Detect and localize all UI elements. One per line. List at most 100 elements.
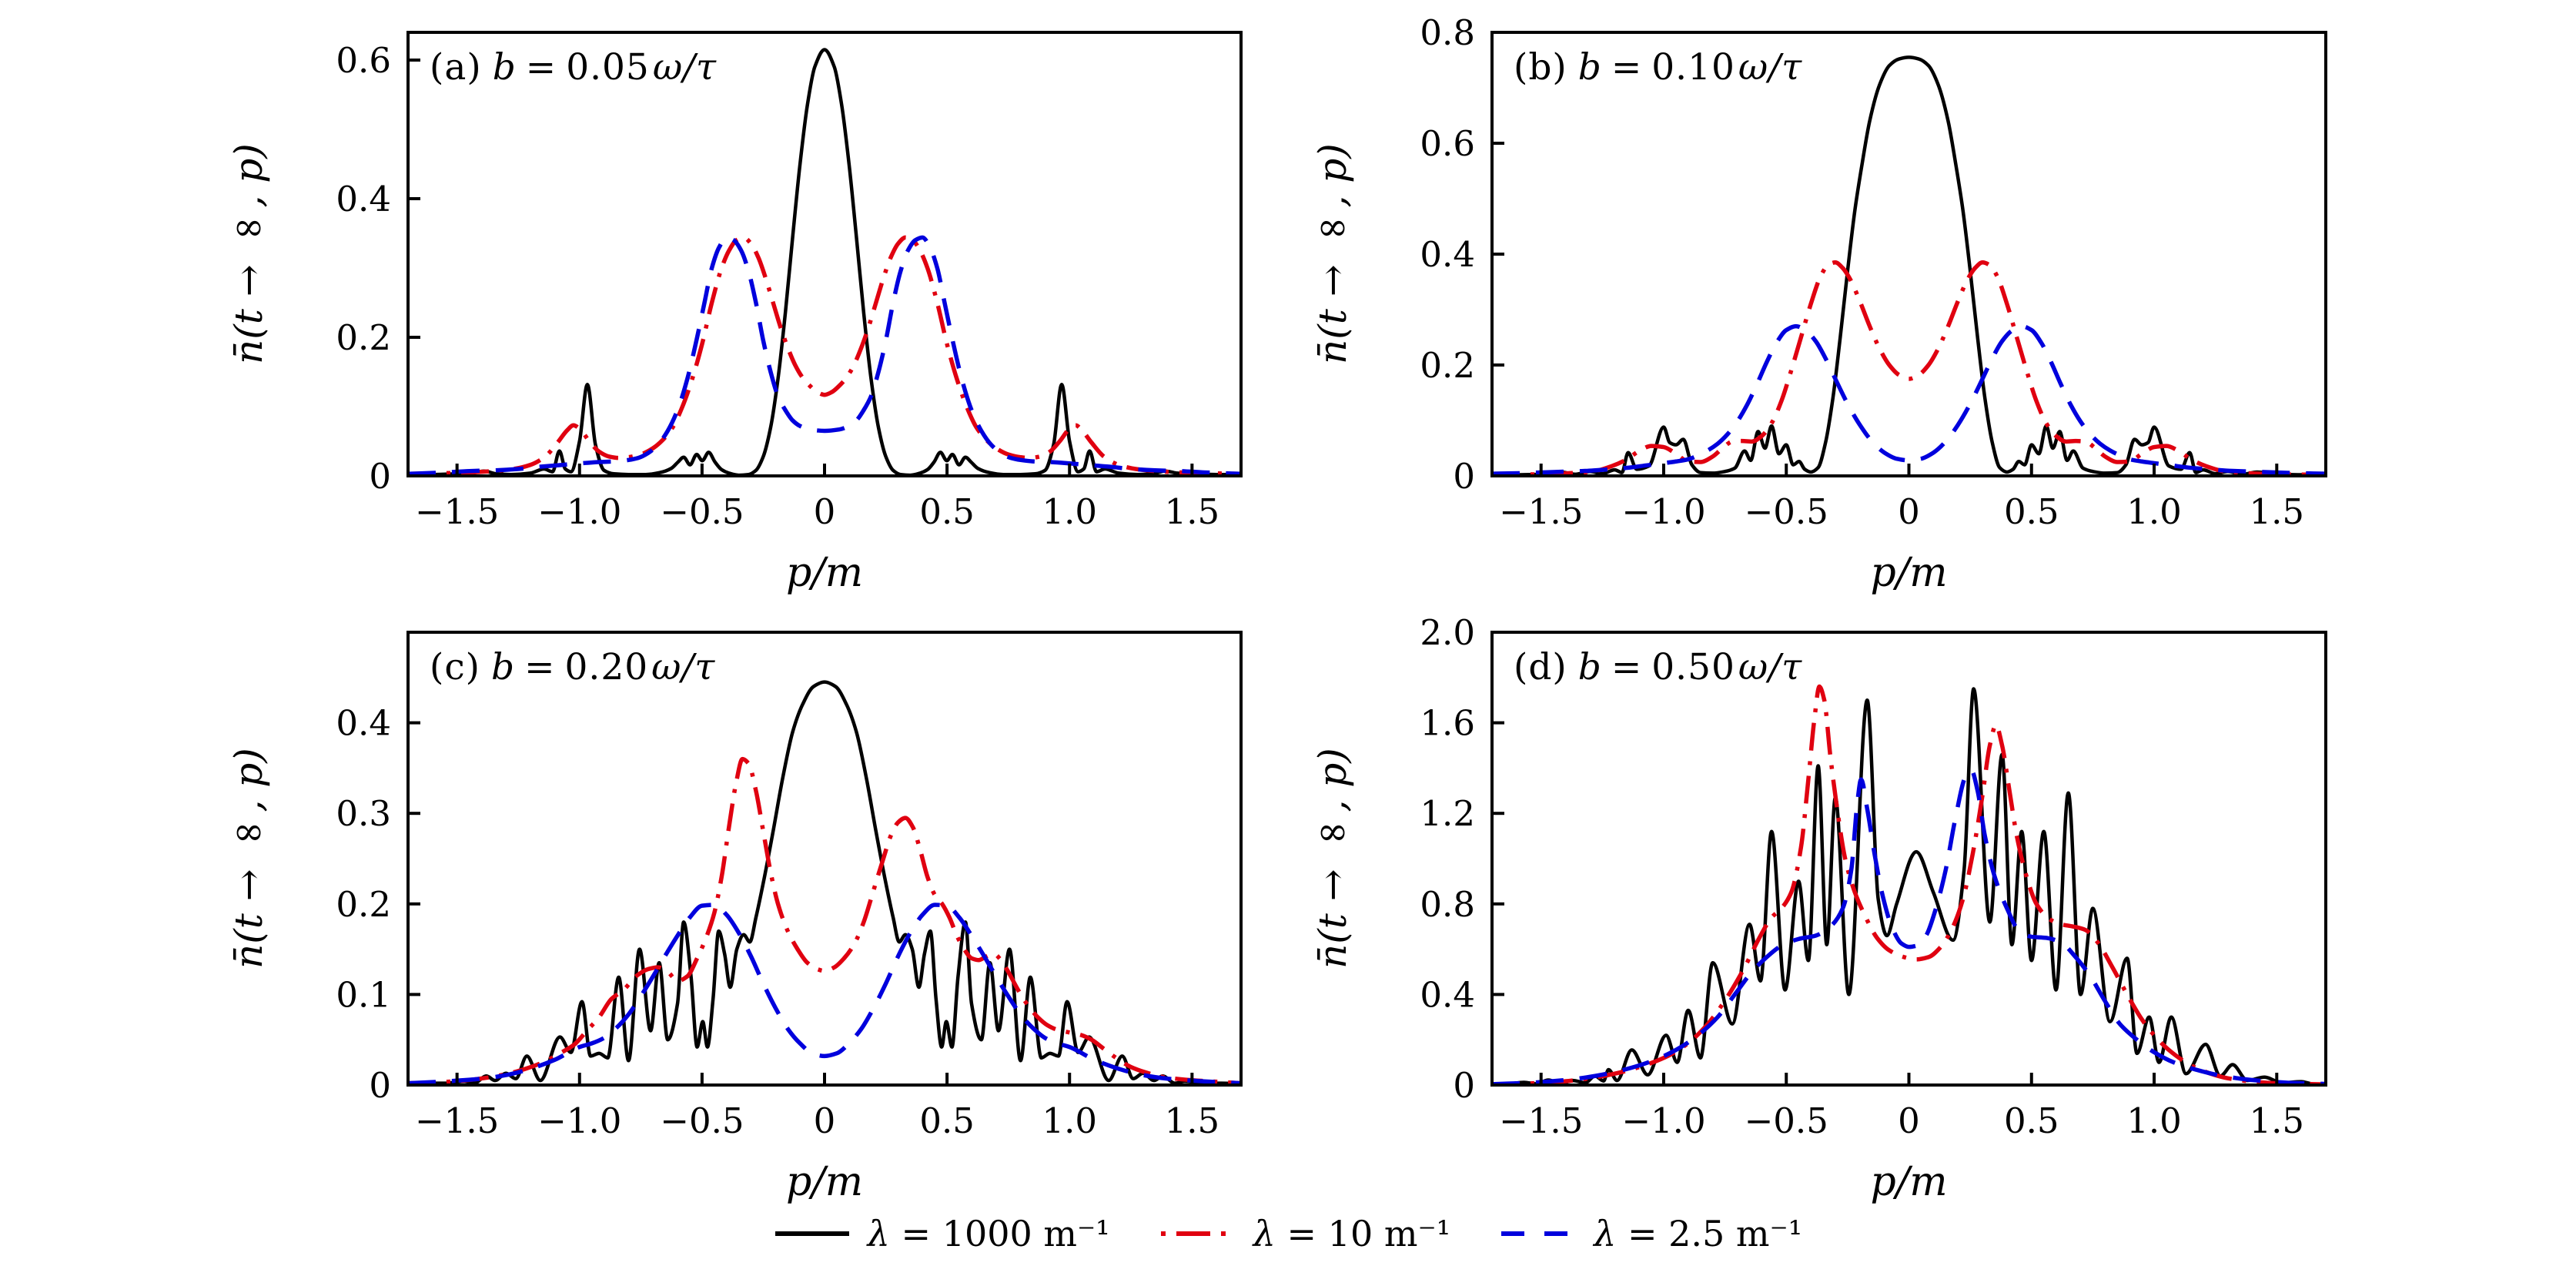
panel-c-series-lambda-2.5 (408, 903, 1241, 1085)
legend-line-sample (1160, 1231, 1235, 1236)
panel-c-eq: = (524, 646, 556, 688)
panel-c-xtick-label: 1.0 (1042, 1100, 1097, 1141)
panel-c: −1.5 −1.0 −0.5 0 0.5 1.0 1.5 0 0.1 0.2 0.3 0.4 (336, 631, 1243, 1141)
panel-b-ytick-label: 0 (1453, 456, 1475, 497)
panel-c-ytick-label: 0.4 (336, 703, 391, 744)
panel-a-var: b (492, 46, 517, 89)
panel-a-eq: = (525, 46, 557, 89)
panel-b-ytick-label: 0.6 (1420, 123, 1475, 164)
panel-c-xtick-label: 0 (814, 1100, 836, 1141)
panel-c-tag: (c) (430, 646, 480, 688)
panel-d-ytick-label: 0.4 (1420, 974, 1475, 1015)
panel-d-curves (1492, 684, 2326, 1085)
panel-b-ytick-label: 0.8 (1420, 12, 1475, 53)
panel-a: −1.5 −1.0 −0.5 0 0.5 1.0 1.5 0 0.2 0.4 0.6 (336, 31, 1243, 532)
legend-line-sample (774, 1231, 849, 1236)
panel-d-xlabel: p/m (1870, 1159, 1948, 1205)
panel-d-ytick-label: 2.0 (1420, 612, 1475, 653)
legend: λ = 1000 m⁻¹ λ = 10 m⁻¹ λ = 2.5 m⁻¹ (0, 1201, 2576, 1266)
panel-d-xtick-label: 1.0 (2126, 1100, 2182, 1141)
panel-d-xtick-label: −1.0 (1621, 1100, 1705, 1141)
panel-b-xtick-label: 0.5 (2004, 491, 2059, 532)
panel-d-series-lambda-2.5 (1492, 768, 2326, 1085)
panel-c-xtick-label: −1.0 (537, 1100, 621, 1141)
panel-c-xtick-label: 1.5 (1165, 1100, 1220, 1141)
panel-b: −1.5 −1.0 −0.5 0 0.5 1.0 1.5 0 0.2 0.4 0.6 0.8 (1420, 12, 2327, 532)
panel-b-var: b (1577, 46, 1602, 89)
panel-d-eq: = (1611, 646, 1643, 688)
panel-c-series-lambda-10 (408, 756, 1241, 1085)
panel-b-spines (1490, 31, 2327, 477)
panel-b-curves (1492, 55, 2326, 476)
panel-b-ytick-label: 0.4 (1420, 234, 1475, 275)
panel-d-xtick-label: −0.5 (1745, 1100, 1828, 1141)
legend-item-λ=1000m⁻¹: λ = 1000 m⁻¹ (774, 1213, 1110, 1254)
panel-b-series-lambda-1000 (1492, 55, 2326, 476)
legend-label: λ = 1000 m⁻¹ (868, 1213, 1110, 1254)
panel-c-xlabel: p/m (785, 1159, 864, 1205)
panel-d-title: (d) b = 0.50ω/τ (1514, 646, 1802, 688)
legend-item-λ=10m⁻¹: λ = 10 m⁻¹ (1159, 1213, 1450, 1254)
panel-d-tag: (d) (1514, 646, 1567, 688)
panel-c-ytick-label: 0.2 (336, 884, 391, 925)
panel-a-xtick-label: 1.5 (1165, 491, 1220, 532)
panel-b-xtick-label: −1.0 (1621, 491, 1705, 532)
legend-label-text: = 2.5 m⁻¹ (1616, 1213, 1803, 1254)
panel-c-var: b (491, 646, 516, 688)
panel-b-unit: ω/τ (1738, 46, 1803, 89)
panel-c-curves (408, 680, 1241, 1085)
panel-b-title: (b) b = 0.10ω/τ (1514, 46, 1802, 89)
panel-d-xtick-label: 0.5 (2004, 1100, 2059, 1141)
panel-d-ylabel: n̄(t → ∞, p) (1310, 748, 1355, 970)
panel-b-tag: (b) (1514, 46, 1567, 89)
panel-b-xtick-label: 0 (1898, 491, 1920, 532)
legend-item-λ=2.5m⁻¹: λ = 2.5 m⁻¹ (1500, 1213, 1802, 1254)
panel-b-xtick-label: 1.0 (2126, 491, 2182, 532)
panel-b-xtick-label: −1.5 (1499, 491, 1583, 532)
panel-a-tag: (a) (430, 46, 482, 89)
panel-d-ytick-label: 1.2 (1420, 793, 1475, 834)
legend-line-sample (1501, 1231, 1576, 1236)
panel-b-xlabel: p/m (1870, 550, 1948, 596)
panel-b-xtick-label: 1.5 (2250, 491, 2305, 532)
panel-d-xtick-label: −1.5 (1499, 1100, 1583, 1141)
legend-label: λ = 10 m⁻¹ (1253, 1213, 1450, 1254)
panel-b-series-lambda-2.5 (1492, 323, 2326, 476)
panel-b-xtick-label: −0.5 (1745, 491, 1828, 532)
panel-d-ytick-label: 0.8 (1420, 884, 1475, 925)
panel-a-title: (a) b = 0.05ω/τ (430, 46, 717, 89)
panel-d-var: b (1577, 646, 1602, 688)
lambda-symbol: λ (1253, 1213, 1276, 1254)
panel-d-series-lambda-1000 (1492, 687, 2326, 1085)
panel-c-series-lambda-1000 (408, 680, 1241, 1085)
panel-a-xlabel: p/m (785, 550, 864, 596)
panel-b-value: 0.10 (1651, 46, 1735, 89)
panel-a-xtick-label: 0 (814, 491, 836, 532)
legend-label: λ = 2.5 m⁻¹ (1594, 1213, 1802, 1254)
panel-a-xtick-label: 1.0 (1042, 491, 1097, 532)
panel-d-xtick-label: 0 (1898, 1100, 1920, 1141)
panel-c-spines (406, 631, 1243, 1087)
panel-a-series-lambda-10 (408, 235, 1241, 476)
panel-c-xtick-label: −0.5 (660, 1100, 744, 1141)
lambda-symbol: λ (867, 1213, 890, 1254)
panel-b-ytick-label: 0.2 (1420, 345, 1475, 386)
panel-a-ylabel: n̄(t → ∞, p) (226, 143, 271, 365)
panel-a-spines (406, 31, 1243, 477)
panel-c-ylabel: n̄(t → ∞, p) (226, 748, 271, 970)
panel-a-series-lambda-2.5 (408, 235, 1241, 476)
panel-a-xtick-label: 0.5 (919, 491, 975, 532)
panel-c-value: 0.20 (564, 646, 649, 688)
legend-label-text: = 1000 m⁻¹ (889, 1213, 1110, 1254)
panel-b-series-lambda-10 (1492, 260, 2326, 476)
panel-d-series-lambda-10 (1492, 684, 2326, 1085)
panel-a-ytick-label: 0.6 (336, 40, 391, 81)
panel-a-ytick-label: 0.4 (336, 179, 391, 219)
lambda-symbol: λ (1594, 1213, 1617, 1254)
panel-d-ytick-label: 1.6 (1420, 703, 1475, 744)
panel-a-ytick-label: 0 (369, 456, 391, 497)
panel-a-unit: ω/τ (652, 46, 718, 89)
panel-a-ytick-label: 0.2 (336, 317, 391, 358)
panel-b-eq: = (1611, 46, 1643, 89)
